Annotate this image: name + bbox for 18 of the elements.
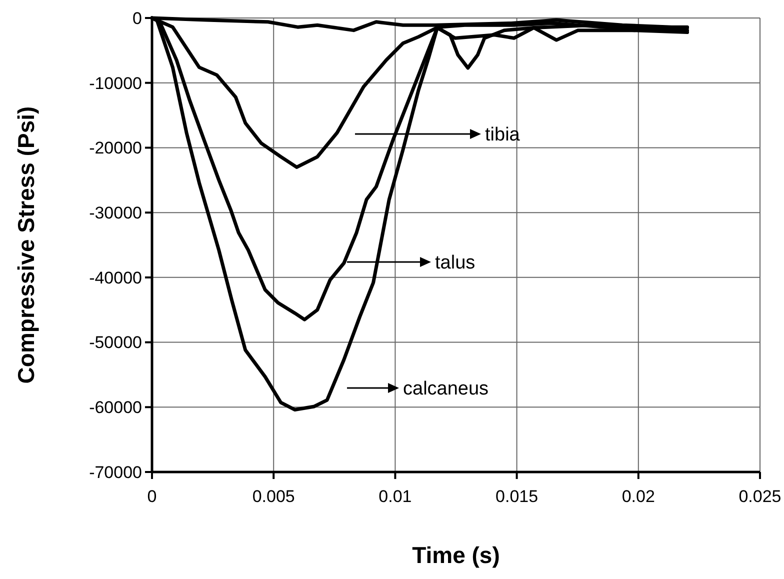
y-tick-label: -60000 — [89, 398, 142, 418]
y-tick-label: 0 — [132, 8, 142, 28]
x-tick-label: 0 — [147, 487, 157, 506]
y-tick-label: -10000 — [89, 74, 142, 93]
x-tick-label: 0.015 — [496, 487, 538, 506]
x-tick-label: 0.02 — [622, 487, 655, 506]
y-tick-label: -20000 — [89, 138, 142, 158]
y-axis-title: Compressive Stress (Psi) — [13, 106, 39, 384]
annotation: talus — [435, 252, 476, 274]
y-tick-label: -50000 — [89, 333, 142, 352]
x-tick-label: 0.005 — [252, 487, 295, 506]
annotation: calcaneus — [403, 378, 489, 400]
y-tick-label: -40000 — [89, 268, 142, 288]
x-axis-title: Time (s) — [412, 542, 500, 568]
y-tick-label: -70000 — [89, 462, 142, 482]
y-tick-label: -30000 — [89, 204, 142, 223]
x-tick-label: 0.025 — [738, 487, 782, 506]
x-tick-label: 0.01 — [378, 487, 412, 506]
